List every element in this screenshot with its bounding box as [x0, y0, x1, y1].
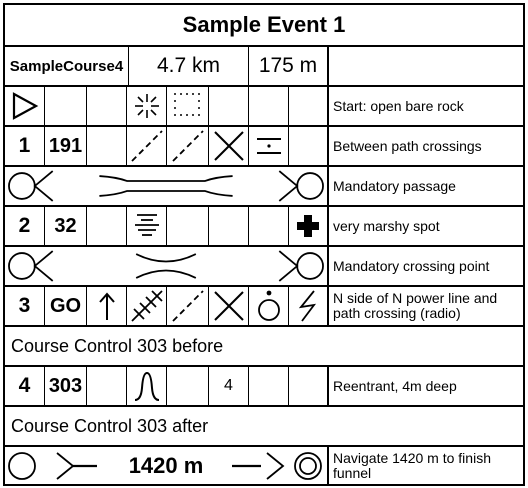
funnel-arrow-icon: 1420 m — [5, 447, 329, 484]
note-row-before: Course Control 303 before — [3, 325, 525, 365]
mandatory-crossing-icon — [5, 247, 329, 285]
control-col-c — [87, 367, 127, 405]
course-climb: 175 m — [249, 47, 329, 85]
control-description: Between path crossings — [333, 137, 482, 154]
control-number: 3 — [5, 287, 45, 325]
control-row-4[interactable]: 4 303 4 Reentrant, 4m deep — [3, 365, 525, 405]
mandatory-passage-row[interactable]: Mandatory passage — [3, 165, 525, 205]
north-side-icon — [249, 287, 289, 325]
start-col-g — [249, 87, 289, 125]
control-col-f — [209, 207, 249, 245]
radio-control-icon — [289, 287, 329, 325]
start-row[interactable]: Start: open bare rock — [3, 85, 525, 125]
crossing-icon — [209, 287, 249, 325]
event-title: Sample Event 1 — [182, 12, 346, 37]
course-length: 4.7 km — [129, 47, 249, 85]
marsh-icon — [127, 207, 167, 245]
finish-distance: 1420 m — [124, 452, 208, 479]
control-col-g — [249, 207, 289, 245]
reentrant-icon — [127, 367, 167, 405]
control-description: very marshy spot — [333, 217, 440, 234]
north-arrow-icon — [87, 287, 127, 325]
course-info-row: SampleCourse4 4.7 km 175 m — [3, 45, 525, 85]
between-icon — [249, 127, 289, 165]
control-col-e — [167, 207, 209, 245]
control-col-h — [289, 367, 329, 405]
bare-rock-dots-icon — [167, 87, 209, 125]
control-number: 2 — [5, 207, 45, 245]
control-description: N side of N power line and path crossing… — [333, 290, 498, 321]
control-col-h — [289, 127, 329, 165]
path-icon — [167, 287, 209, 325]
mandatory-passage-icon — [5, 167, 329, 205]
control-code: 32 — [45, 207, 87, 245]
passage-description: Mandatory crossing point — [333, 257, 490, 274]
course-name: SampleCourse4 — [5, 47, 129, 85]
finish-description: Navigate 1420 m to finish funnel — [333, 449, 491, 481]
control-code: GO — [45, 287, 87, 325]
control-row-2[interactable]: 2 32 very marshy spot — [3, 205, 525, 245]
course-info-empty — [329, 47, 523, 85]
control-col-c — [87, 127, 127, 165]
path-icon — [167, 127, 209, 165]
crossing-icon — [209, 127, 249, 165]
control-number: 4 — [5, 367, 45, 405]
control-col-e — [167, 367, 209, 405]
control-description: Reentrant, 4m deep — [333, 377, 457, 394]
mandatory-crossing-row[interactable]: Mandatory crossing point — [3, 245, 525, 285]
path-icon — [127, 127, 167, 165]
control-code: 191 — [45, 127, 87, 165]
title-row: Sample Event 1 — [3, 3, 525, 45]
course-note: Course Control 303 before — [11, 335, 224, 356]
control-col-c — [87, 207, 127, 245]
start-col-h — [289, 87, 329, 125]
control-code: 303 — [45, 367, 87, 405]
passage-description: Mandatory passage — [333, 177, 456, 194]
first-aid-icon — [289, 207, 329, 245]
control-row-3[interactable]: 3 GO N side of N power line and path cro… — [3, 285, 525, 325]
open-bare-rock-icon — [127, 87, 167, 125]
start-code-cell — [45, 87, 87, 125]
finish-row[interactable]: 1420 m Navigate 1420 m to finish funnel — [3, 445, 525, 486]
control-col-g — [249, 367, 289, 405]
control-dimension: 4 — [209, 367, 249, 405]
start-col-f — [209, 87, 249, 125]
control-row-1[interactable]: 1 191 Between path crossings — [3, 125, 525, 165]
start-col-c — [87, 87, 127, 125]
course-note: Course Control 303 after — [11, 415, 209, 436]
start-description: Start: open bare rock — [333, 97, 464, 114]
note-row-after: Course Control 303 after — [3, 405, 525, 445]
control-number: 1 — [5, 127, 45, 165]
start-triangle-icon — [5, 87, 45, 125]
power-line-icon — [127, 287, 167, 325]
